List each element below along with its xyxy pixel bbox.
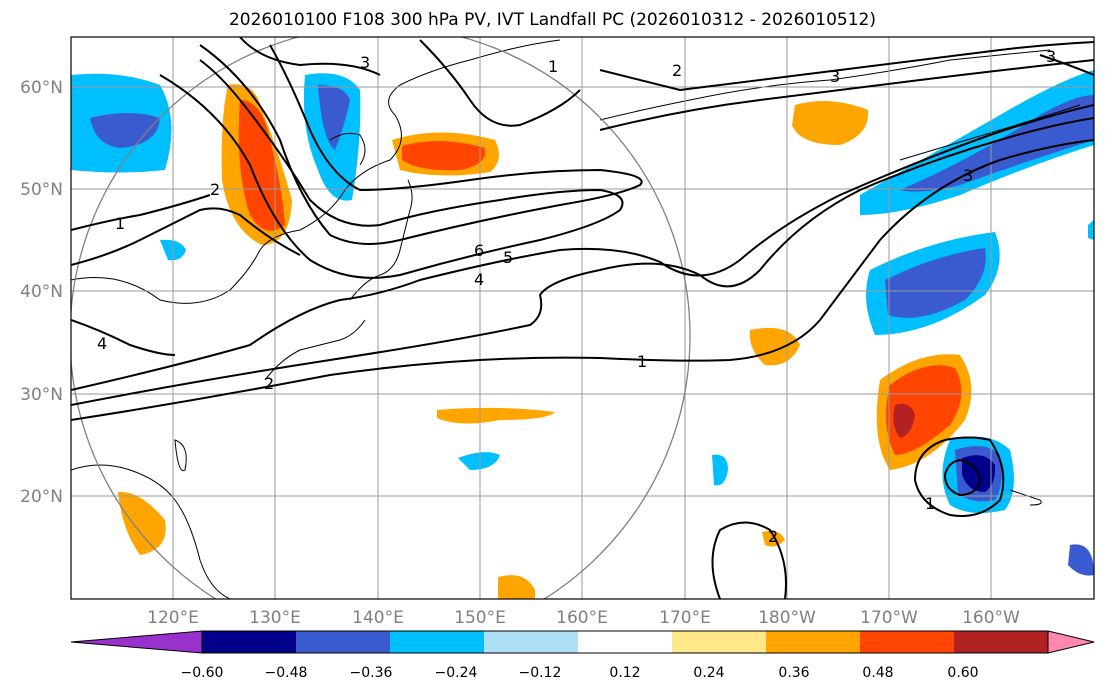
colorbar-segment [296,631,391,653]
colorbar-segment [390,631,485,653]
colorbar-tick-label: −0.60 [181,665,224,681]
pv-shading [71,70,1094,599]
colorbar-tick-label: 0.12 [609,665,640,681]
lon-label: 180°W [758,608,816,628]
lon-label: 170°W [860,608,918,628]
contour-label: 1 [925,494,935,513]
colorbar [70,630,1095,654]
lat-label: 30°N [20,385,63,405]
contour-label: 1 [548,57,558,76]
contour-label: 3 [830,67,840,86]
contour-label: 4 [97,334,107,353]
range-circle [71,37,691,599]
colorbar-tick-label: 0.48 [862,665,893,681]
lon-label: 150°E [454,608,506,628]
colorbar-segment [484,631,579,653]
colorbar-ticks: −0.60 −0.48 −0.36 −0.24 −0.12 0.12 0.24 … [181,665,979,681]
colorbar-tick-label: −0.12 [519,665,562,681]
lon-label: 170°E [659,608,711,628]
colorbar-segment [954,631,1049,653]
map-frame [70,36,1095,600]
colorbar-tick-label: −0.24 [435,665,478,681]
contour-label: 2 [210,180,220,199]
colorbar-tick-label: −0.36 [350,665,393,681]
coastlines [71,39,1081,599]
lon-label: 130°E [249,608,301,628]
lon-label: 160°W [962,608,1020,628]
contour-label: 4 [474,270,484,289]
lat-label: 60°N [20,78,63,98]
lon-label: 160°E [556,608,608,628]
colorbar-segment [672,631,767,653]
colorbar-border [201,630,1049,654]
graticule [71,37,1094,599]
map-title: 2026010100 F108 300 hPa PV, IVT Landfall… [228,10,876,30]
ivt-contours [71,37,1094,599]
lon-label: 140°E [352,608,404,628]
contour-label: 1 [637,352,647,371]
contour-label: 3 [963,166,973,185]
contour-label: 2 [264,374,274,393]
contour-label: 2 [672,61,682,80]
latitude-labels: 60°N 50°N 40°N 30°N 20°N [20,78,63,507]
lat-label: 20°N [20,487,63,507]
contour-label: 6 [474,241,484,260]
colorbar-segment [860,631,955,653]
colorbar-segment [578,631,673,653]
colorbar-extend-high [1047,630,1095,654]
colorbar-tick-label: 0.36 [778,665,809,681]
colorbar-tick-label: 0.60 [947,665,978,681]
contour-label: 5 [503,248,513,267]
colorbar-extend-low [70,630,203,654]
colorbar-tick-label: −0.48 [265,665,308,681]
colorbar-segment [202,631,297,653]
lat-label: 50°N [20,180,63,200]
colorbar-segment [766,631,861,653]
longitude-labels: 120°E 130°E 140°E 150°E 160°E 170°E 180°… [147,608,1020,628]
contour-label: 3 [1046,47,1056,66]
lat-label: 40°N [20,282,63,302]
colorbar-tick-label: 0.24 [693,665,724,681]
lon-label: 120°E [147,608,199,628]
contour-label: 1 [115,214,125,233]
contour-label: 3 [360,53,370,72]
contour-label: 2 [768,527,778,546]
contour-labels: 1 2 4 6 5 4 1 2 3 3 3 1 2 3 2 1 [97,47,1056,546]
